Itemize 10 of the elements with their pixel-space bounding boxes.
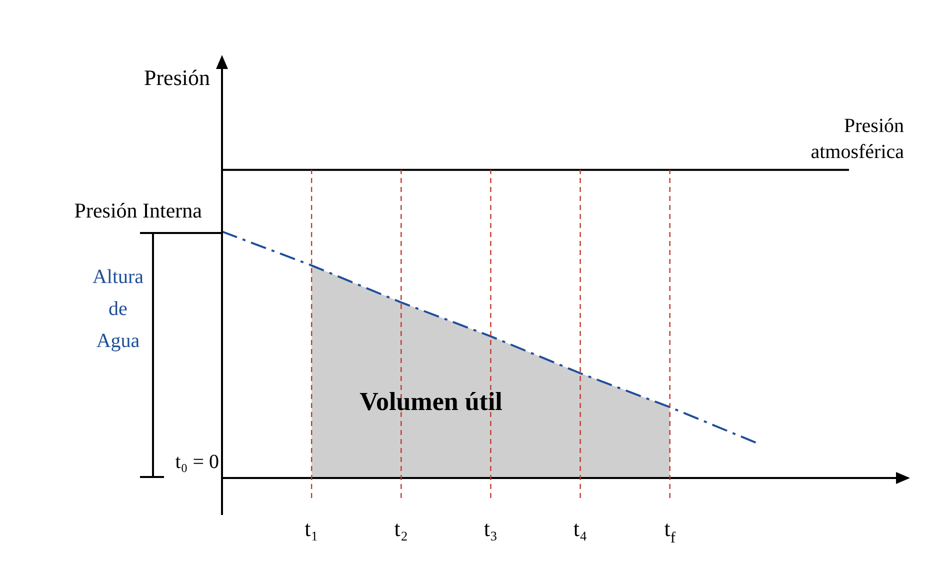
x-tick-label: t₁ xyxy=(304,516,318,541)
annotation: Volumen útil xyxy=(360,387,502,416)
x-tick-label: t₂ xyxy=(394,516,408,541)
text: t₀ = 0 xyxy=(175,451,220,473)
series-label: Presión atmosférica xyxy=(810,114,904,163)
y-axis-title: Presión xyxy=(144,65,210,90)
text: Altura de Agua xyxy=(92,266,144,352)
x-tick-label: t₄ xyxy=(573,516,588,541)
text: Presión Interna xyxy=(74,198,203,223)
x-tick-label: t₃ xyxy=(484,516,498,541)
